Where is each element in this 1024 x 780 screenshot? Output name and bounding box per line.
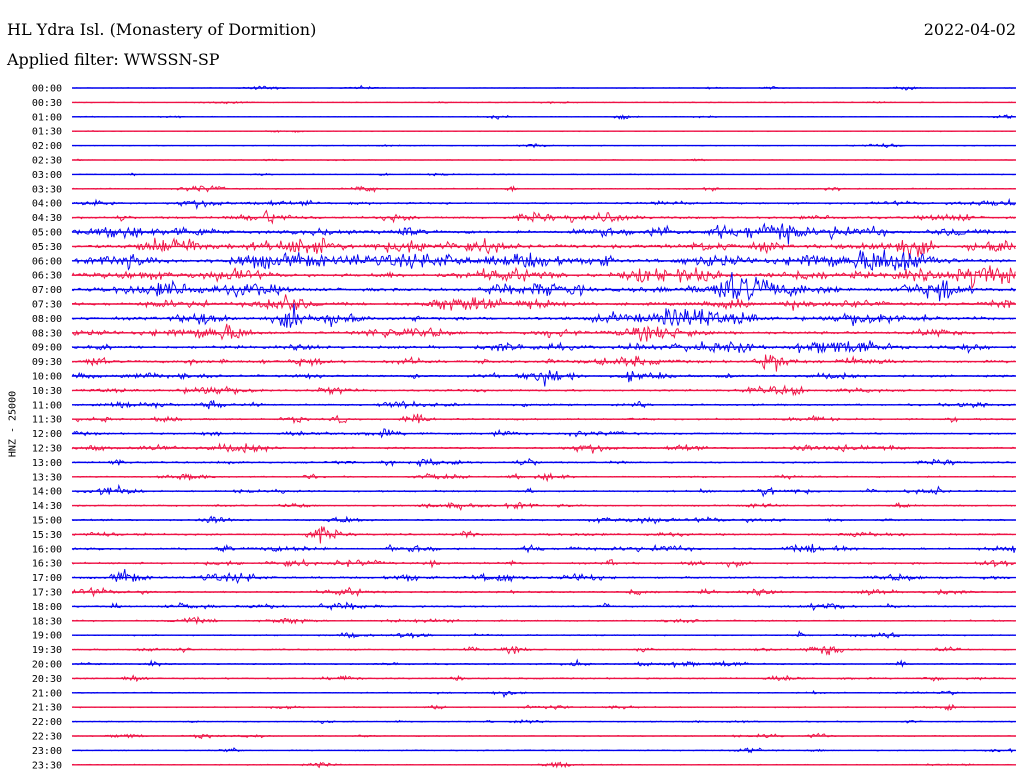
row-time-label: 13:00 (32, 458, 62, 469)
row-time-label: 21:00 (32, 688, 62, 699)
row-time-label: 00:00 (32, 84, 62, 95)
row-time-label: 13:30 (32, 472, 62, 483)
seismic-trace (71, 689, 1016, 699)
row-time-label: 04:30 (32, 213, 62, 224)
row-time-label: 20:30 (32, 674, 62, 685)
row-time-label: 19:00 (32, 631, 62, 642)
row-time-label: 17:00 (32, 573, 62, 584)
row-time-label: 05:30 (32, 242, 62, 253)
row-time-label: 03:30 (32, 184, 62, 195)
seismic-trace (71, 370, 1016, 387)
row-time-label: 17:30 (32, 588, 62, 599)
seismic-trace (71, 323, 1016, 342)
row-time-label: 14:30 (32, 501, 62, 512)
row-time-label: 07:30 (32, 300, 62, 311)
row-time-label: 16:00 (32, 544, 62, 555)
filter-label: Applied filter: WWSSN-SP (7, 50, 220, 69)
row-time-label: 18:00 (32, 602, 62, 613)
row-time-label: 10:00 (32, 372, 62, 383)
date-label: 2022-04-02 (923, 20, 1016, 39)
row-time-label: 02:00 (32, 141, 62, 152)
station-title: HL Ydra Isl. (Monastery of Dormition) (7, 20, 317, 39)
seismic-trace (71, 645, 1016, 656)
row-time-label: 06:00 (32, 256, 62, 267)
row-time-label: 06:30 (32, 271, 62, 282)
seismic-trace (71, 265, 1016, 290)
row-time-label: 02:30 (32, 156, 62, 167)
row-time-label: 08:30 (32, 328, 62, 339)
row-time-label: 09:00 (32, 343, 62, 354)
row-time-label: 07:00 (32, 285, 62, 296)
row-time-label: 18:30 (32, 616, 62, 627)
row-time-label: 01:30 (32, 127, 62, 138)
row-time-label: 09:30 (32, 357, 62, 368)
row-time-label: 11:30 (32, 415, 62, 426)
row-time-label: 04:00 (32, 199, 62, 210)
row-time-label: 22:30 (32, 732, 62, 743)
row-time-label: 03:00 (32, 170, 62, 181)
row-time-label: 15:30 (32, 530, 62, 541)
seismic-trace (71, 569, 1016, 585)
seismic-trace (71, 209, 1016, 225)
row-time-label: 23:30 (32, 760, 62, 771)
seismic-trace (71, 354, 1016, 372)
row-time-label: 23:00 (32, 746, 62, 757)
seismic-trace (71, 222, 1016, 245)
row-time-label: 16:30 (32, 559, 62, 570)
row-time-label: 10:30 (32, 386, 62, 397)
row-time-label: 00:30 (32, 98, 62, 109)
row-time-label: 19:30 (32, 645, 62, 656)
row-time-label: 05:00 (32, 228, 62, 239)
row-time-label: 01:00 (32, 112, 62, 123)
row-time-label: 08:00 (32, 314, 62, 325)
row-time-label: 20:00 (32, 660, 62, 671)
row-time-label: 15:00 (32, 516, 62, 527)
row-time-label: 12:00 (32, 429, 62, 440)
seismic-trace (71, 303, 1016, 328)
row-time-label: 12:30 (32, 444, 62, 455)
row-time-label: 22:00 (32, 717, 62, 728)
seismic-trace (72, 294, 1016, 311)
seismic-trace (71, 249, 1016, 271)
row-time-label: 21:30 (32, 703, 62, 714)
row-time-label: 14:00 (32, 487, 62, 498)
row-time-label: 11:00 (32, 400, 62, 411)
